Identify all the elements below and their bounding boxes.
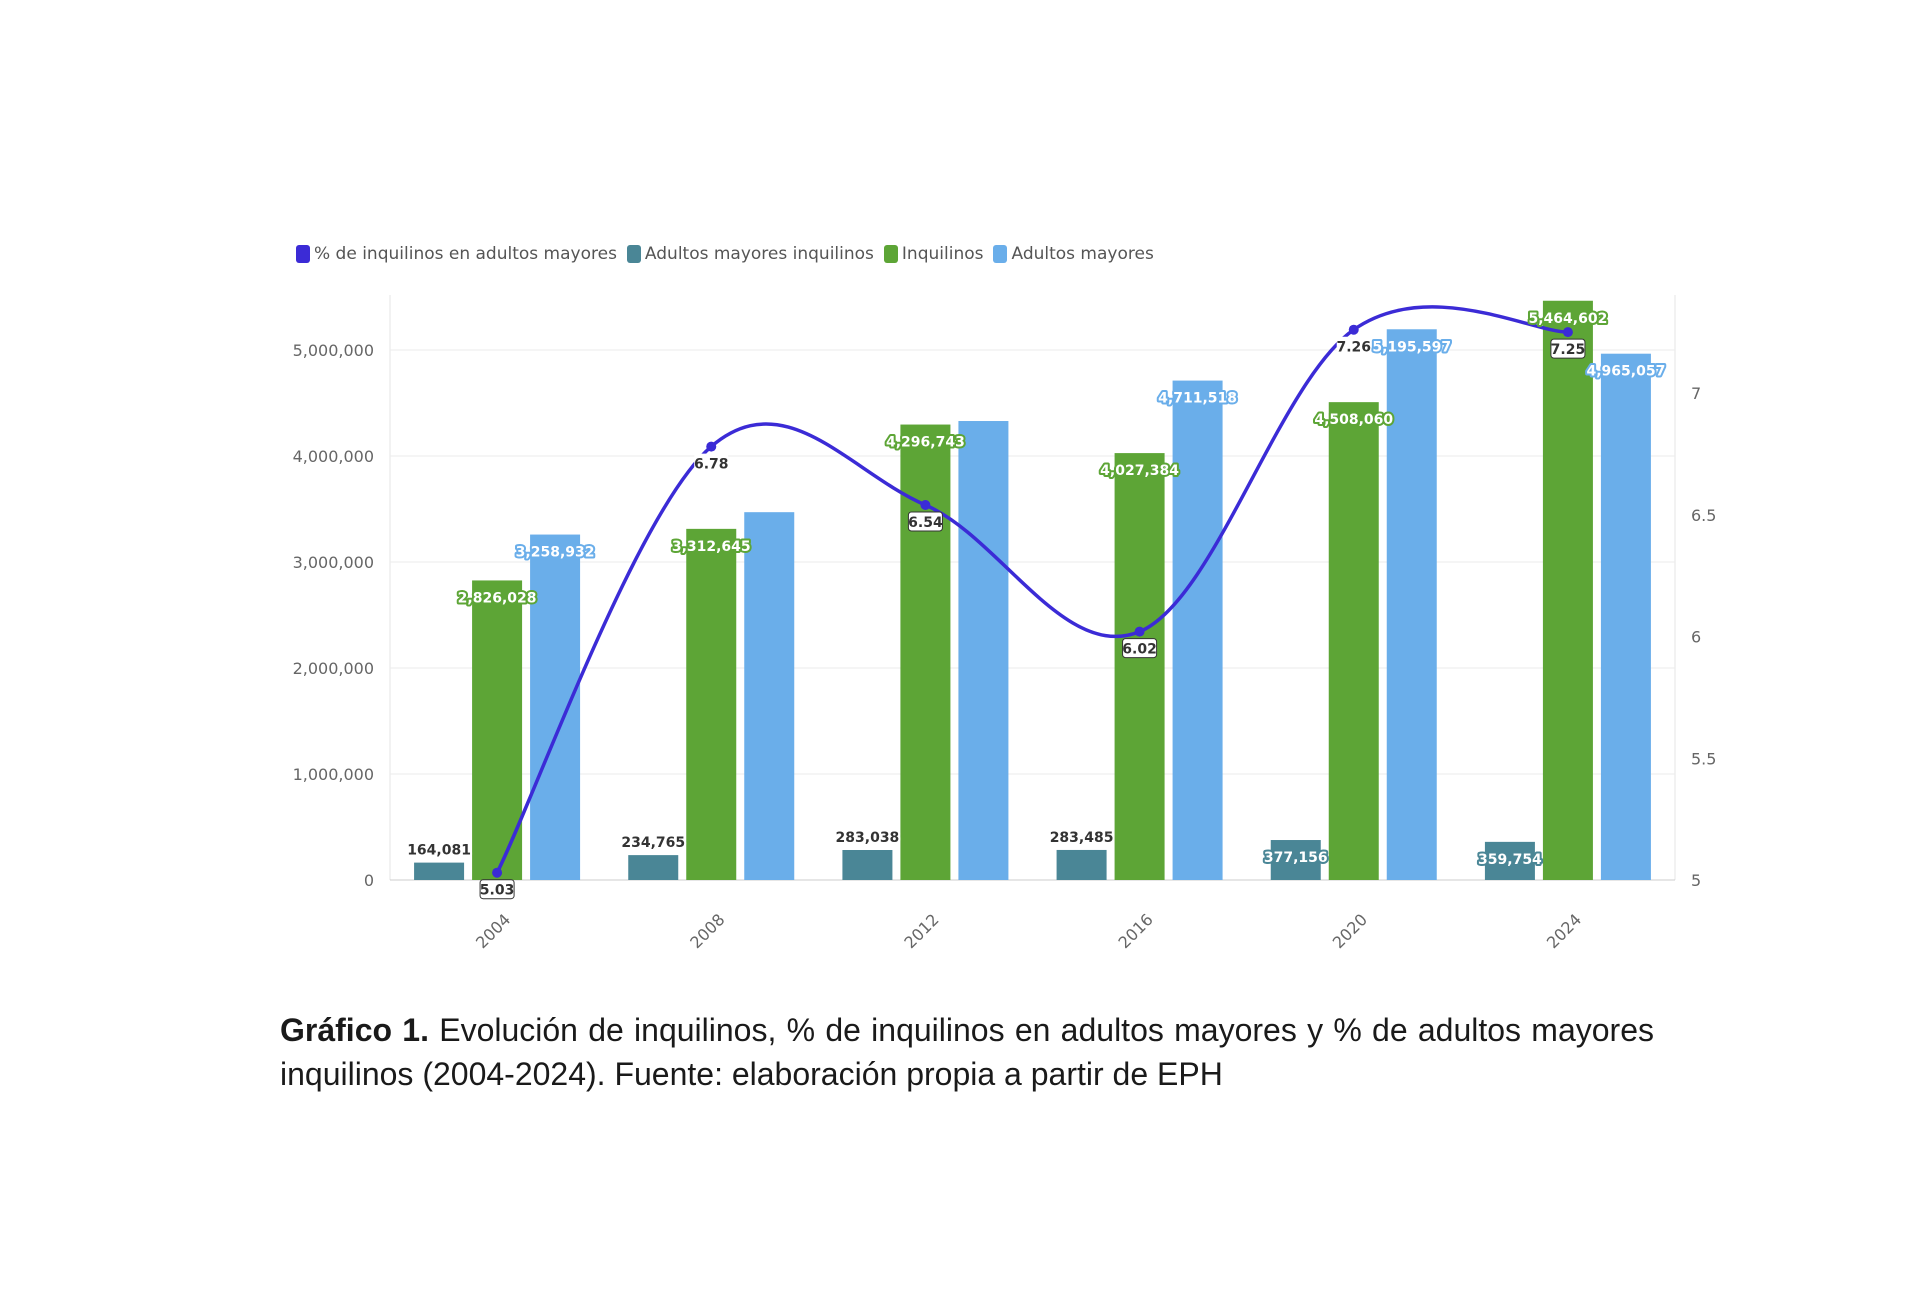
line-label-box bbox=[1122, 638, 1158, 659]
bar-1 bbox=[1328, 402, 1379, 880]
legend-item-older-adults[interactable]: Adultos mayores bbox=[993, 244, 1154, 264]
bar-data-label: 3,312,645 bbox=[672, 539, 751, 555]
y-right-tick-label: 7 bbox=[1691, 384, 1701, 403]
bar-0 bbox=[1270, 840, 1321, 880]
x-tick-label: 2004 bbox=[472, 910, 514, 952]
bar-data-label: 4,965,057 bbox=[1587, 364, 1666, 380]
bar-1 bbox=[1542, 300, 1593, 880]
bar-data-label: 283,485 bbox=[1050, 830, 1114, 846]
bar-0 bbox=[628, 855, 679, 880]
y-right-tick-label: 6.5 bbox=[1691, 506, 1716, 525]
x-tick-label: 2020 bbox=[1329, 910, 1371, 952]
bar-0 bbox=[414, 862, 465, 880]
legend-swatch-tenants bbox=[883, 245, 898, 263]
bar-2 bbox=[1600, 353, 1651, 880]
bar-data-label: 4,027,384 bbox=[1100, 463, 1179, 479]
legend-swatch-older-tenants bbox=[626, 245, 641, 263]
line-point bbox=[1348, 324, 1359, 335]
bar-data-label: 4,711,518 bbox=[1158, 391, 1237, 407]
bar-data-label: 5,195,597 bbox=[1372, 339, 1451, 355]
line-point bbox=[920, 500, 931, 511]
line-point bbox=[706, 441, 717, 452]
x-tick-label: 2024 bbox=[1543, 910, 1585, 952]
line-label-box bbox=[907, 511, 943, 532]
bar-data-label: 3,258,932 bbox=[516, 545, 595, 561]
line-data-label: 6.02 bbox=[1122, 642, 1157, 658]
bar-1 bbox=[900, 424, 951, 880]
bar-data-label: 5,464,602 bbox=[1529, 311, 1608, 327]
line-label-box bbox=[479, 879, 515, 900]
bar-data-label: 4,508,060 bbox=[1314, 412, 1393, 428]
line-point bbox=[492, 867, 503, 878]
y-left-tick-label: 1,000,000 bbox=[293, 765, 374, 784]
bar-0 bbox=[1484, 841, 1535, 880]
legend-label-older-adults: Adultos mayores bbox=[1011, 244, 1154, 264]
caption-label: Gráfico 1. bbox=[280, 1012, 429, 1048]
bar-1 bbox=[1114, 453, 1165, 880]
x-tick-label: 2012 bbox=[900, 910, 942, 952]
bar-2 bbox=[744, 512, 795, 880]
bar-data-label: 283,038 bbox=[836, 830, 900, 846]
y-left-tick-label: 2,000,000 bbox=[293, 659, 374, 678]
line-point bbox=[1562, 327, 1573, 338]
legend-label-percent: % de inquilinos en adultos mayores bbox=[314, 244, 617, 264]
line-data-label: 7.26 bbox=[1336, 340, 1371, 356]
line-point bbox=[1134, 626, 1145, 637]
bar-data-label: 359,754 bbox=[1478, 852, 1542, 868]
legend-label-older-tenants: Adultos mayores inquilinos bbox=[644, 244, 874, 264]
bar-data-label: 234,765 bbox=[621, 835, 685, 851]
line-data-label: 7.25 bbox=[1551, 342, 1586, 358]
bar-2 bbox=[530, 534, 581, 880]
y-right-tick-label: 6 bbox=[1691, 628, 1701, 647]
bar-data-label: 2,826,028 bbox=[458, 590, 537, 606]
bar-0 bbox=[842, 849, 893, 880]
line-label-box bbox=[1336, 336, 1371, 356]
figure-caption: Gráfico 1. Evolución de inquilinos, % de… bbox=[280, 1008, 1654, 1096]
line-label-box bbox=[694, 453, 729, 473]
bar-2 bbox=[1386, 329, 1437, 880]
y-right-tick-label: 5.5 bbox=[1691, 749, 1716, 768]
legend-swatch-percent bbox=[296, 245, 310, 263]
line-label-box bbox=[1550, 338, 1586, 359]
line-data-label: 6.54 bbox=[908, 515, 943, 531]
bar-data-label: 377,156 bbox=[1264, 850, 1328, 866]
bar-data-label: 4,296,743 bbox=[886, 435, 965, 451]
x-tick-label: 2008 bbox=[686, 910, 728, 952]
bar-1 bbox=[472, 580, 523, 880]
y-left-tick-label: 0 bbox=[364, 871, 374, 890]
legend-swatch-older-adults bbox=[993, 245, 1008, 263]
legend-item-percent[interactable]: % de inquilinos en adultos mayores bbox=[296, 244, 617, 264]
x-tick-label: 2016 bbox=[1115, 910, 1157, 952]
y-left-tick-label: 5,000,000 bbox=[293, 341, 374, 360]
legend-item-tenants[interactable]: Inquilinos bbox=[883, 244, 984, 264]
caption-text: Evolución de inquilinos, % de inquilinos… bbox=[280, 1012, 1655, 1092]
legend-label-tenants: Inquilinos bbox=[901, 244, 984, 264]
line-data-label: 6.78 bbox=[694, 457, 729, 473]
y-left-tick-label: 3,000,000 bbox=[293, 553, 374, 572]
combo-chart: 0 1,000,000 2,000,000 3,000,000 4,000,000 5,0… bbox=[293, 295, 1716, 952]
chart-legend: % de inquilinos en adultos mayores Adult… bbox=[296, 244, 1154, 264]
line-data-label: 5.03 bbox=[480, 883, 515, 899]
y-left-tick-label: 4,000,000 bbox=[293, 447, 374, 466]
legend-item-older-tenants[interactable]: Adultos mayores inquilinos bbox=[626, 244, 874, 264]
bar-data-label: 164,081 bbox=[407, 843, 471, 859]
bar-0 bbox=[1056, 849, 1107, 880]
y-right-tick-label: 5 bbox=[1691, 871, 1701, 890]
bar-1 bbox=[686, 528, 737, 880]
bar-2 bbox=[1172, 380, 1223, 880]
bar-2 bbox=[958, 421, 1009, 880]
